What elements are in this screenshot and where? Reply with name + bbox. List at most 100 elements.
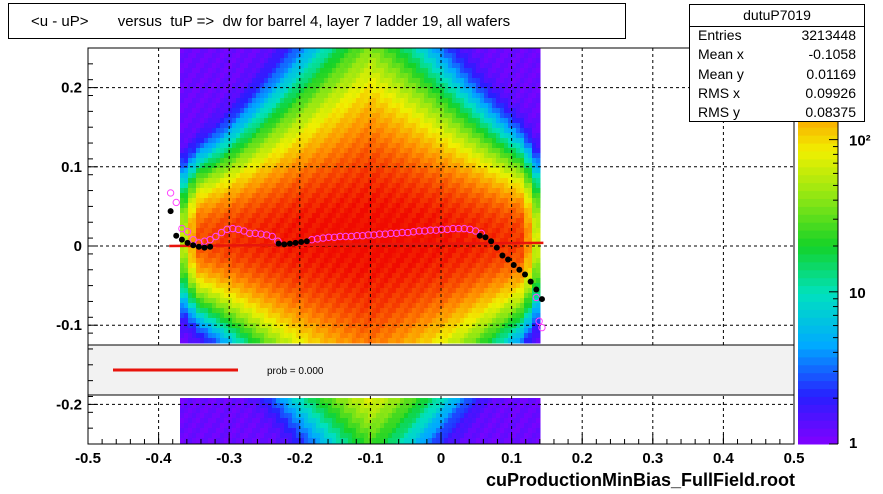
heatmap-cell xyxy=(272,423,277,429)
heatmap-cell xyxy=(384,68,389,74)
heatmap-cell xyxy=(464,168,469,174)
heatmap-cell xyxy=(352,333,357,339)
heatmap-cell xyxy=(452,303,457,309)
heatmap-cell xyxy=(264,233,269,239)
heatmap-cell xyxy=(364,238,369,244)
heatmap-cell xyxy=(396,288,401,294)
heatmap-cell xyxy=(196,93,201,99)
heatmap-cell xyxy=(380,203,385,209)
heatmap-cell xyxy=(304,408,309,414)
heatmap-cell xyxy=(260,68,265,74)
heatmap-cell xyxy=(400,258,405,264)
heatmap-cell xyxy=(400,188,405,194)
heatmap-cell xyxy=(468,133,473,139)
heatmap-cell xyxy=(300,253,305,259)
heatmap-cell xyxy=(264,188,269,194)
heatmap-cell xyxy=(444,208,449,214)
heatmap-cell xyxy=(452,233,457,239)
heatmap-cell xyxy=(392,203,397,209)
heatmap-cell xyxy=(212,63,217,69)
heatmap-cell xyxy=(308,313,313,319)
heatmap-cell xyxy=(332,203,337,209)
heatmap-cell xyxy=(196,183,201,189)
heatmap-cell xyxy=(380,193,385,199)
heatmap-cell xyxy=(228,183,233,189)
heatmap-cell xyxy=(304,268,309,274)
heatmap-cell xyxy=(348,298,353,304)
heatmap-cell xyxy=(204,143,209,149)
heatmap-cell xyxy=(200,83,205,89)
heatmap-cell xyxy=(272,68,277,74)
heatmap-cell xyxy=(280,423,285,429)
heatmap-cell xyxy=(336,408,341,414)
heatmap-cell xyxy=(388,208,393,214)
heatmap-cell xyxy=(184,433,189,439)
heatmap-cell xyxy=(408,103,413,109)
heatmap-cell xyxy=(288,438,293,444)
heatmap-cell xyxy=(316,78,321,84)
heatmap-cell xyxy=(452,68,457,74)
heatmap-cell xyxy=(284,408,289,414)
heatmap-cell xyxy=(268,53,273,59)
heatmap-cell xyxy=(328,208,333,214)
heatmap-cell xyxy=(204,288,209,294)
heatmap-cell xyxy=(400,308,405,314)
heatmap-cell xyxy=(340,273,345,279)
heatmap-cell xyxy=(236,263,241,269)
heatmap-cell xyxy=(296,408,301,414)
heatmap-cell xyxy=(396,338,401,344)
heatmap-cell xyxy=(408,83,413,89)
heatmap-cell xyxy=(212,223,217,229)
heatmap-cell xyxy=(324,328,329,334)
heatmap-cell xyxy=(292,433,297,439)
heatmap-cell xyxy=(428,208,433,214)
heatmap-cell xyxy=(432,143,437,149)
heatmap-cell xyxy=(220,338,225,344)
heatmap-cell xyxy=(288,273,293,279)
heatmap-cell xyxy=(352,68,357,74)
heatmap-cell xyxy=(372,123,377,129)
heatmap-cell xyxy=(196,73,201,79)
heatmap-cell xyxy=(416,158,421,164)
heatmap-cell xyxy=(196,103,201,109)
heatmap-cell xyxy=(272,268,277,274)
heatmap-cell xyxy=(196,403,201,409)
heatmap-cell xyxy=(328,418,333,424)
heatmap-cell xyxy=(208,423,213,429)
heatmap-cell xyxy=(284,118,289,124)
heatmap-cell xyxy=(428,98,433,104)
heatmap-cell xyxy=(392,113,397,119)
heatmap-cell xyxy=(396,308,401,314)
heatmap-cell xyxy=(236,153,241,159)
heatmap-cell xyxy=(248,333,253,339)
heatmap-cell xyxy=(304,183,309,189)
heatmap-cell xyxy=(384,318,389,324)
heatmap-cell xyxy=(412,238,417,244)
heatmap-cell xyxy=(224,198,229,204)
heatmap-cell xyxy=(240,118,245,124)
heatmap-cell xyxy=(276,93,281,99)
heatmap-cell xyxy=(384,108,389,114)
heatmap-cell xyxy=(236,113,241,119)
heatmap-cell xyxy=(360,438,365,444)
heatmap-cell xyxy=(444,248,449,254)
heatmap-cell xyxy=(316,428,321,434)
heatmap-cell xyxy=(192,173,197,179)
heatmap-cell xyxy=(408,198,413,204)
heatmap-cell xyxy=(320,273,325,279)
heatmap-cell xyxy=(256,138,261,144)
heatmap-cell xyxy=(408,208,413,214)
heatmap-cell xyxy=(412,93,417,99)
heatmap-cell xyxy=(432,313,437,319)
heatmap-cell xyxy=(232,88,237,94)
heatmap-cell xyxy=(232,298,237,304)
heatmap-cell xyxy=(332,263,337,269)
heatmap-cell xyxy=(316,58,321,64)
heatmap-cell xyxy=(228,123,233,129)
heatmap-cell xyxy=(368,308,373,314)
heatmap-cell xyxy=(460,283,465,289)
heatmap-cell xyxy=(256,228,261,234)
heatmap-cell xyxy=(392,283,397,289)
heatmap-cell xyxy=(292,228,297,234)
heatmap-cell xyxy=(320,423,325,429)
